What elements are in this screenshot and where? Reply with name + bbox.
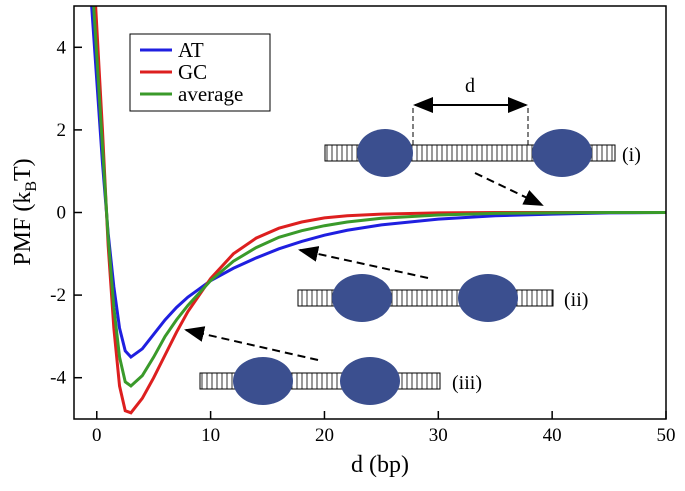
- data-line: [92, 6, 666, 388]
- schematic-iii: [184, 326, 441, 405]
- x-axis-label: d (bp): [351, 452, 409, 478]
- y-label-sub: B: [23, 181, 40, 192]
- x-tick-label: 10: [201, 425, 220, 446]
- y-axis-label: PMF (kBT): [10, 158, 40, 265]
- annotation: d: [465, 75, 475, 97]
- legend-label: average: [178, 82, 243, 106]
- annotation: (iii): [452, 372, 482, 394]
- y-tick-label: -4: [50, 368, 66, 389]
- x-tick-label: 0: [92, 425, 102, 446]
- y-tick-label: 2: [57, 120, 67, 141]
- annotation: (ii): [564, 289, 588, 311]
- annotation: (i): [622, 144, 641, 166]
- y-tick-label: -2: [50, 285, 66, 306]
- y-label-part: PMF (k: [10, 192, 36, 266]
- x-tick-label: 50: [657, 425, 676, 446]
- legend-label: GC: [178, 60, 207, 84]
- data-line: [90, 6, 666, 360]
- schematic-i: [324, 97, 616, 206]
- y-tick-label: 4: [57, 37, 67, 58]
- x-tick-label: 20: [315, 425, 334, 446]
- schematic-ii: [297, 246, 554, 322]
- plot-area: [90, 6, 666, 415]
- y-tick-label: 0: [57, 203, 67, 224]
- x-tick-label: 30: [429, 425, 448, 446]
- y-label-part: T): [10, 158, 36, 181]
- legend-label: AT: [178, 38, 204, 62]
- x-tick-label: 40: [543, 425, 562, 446]
